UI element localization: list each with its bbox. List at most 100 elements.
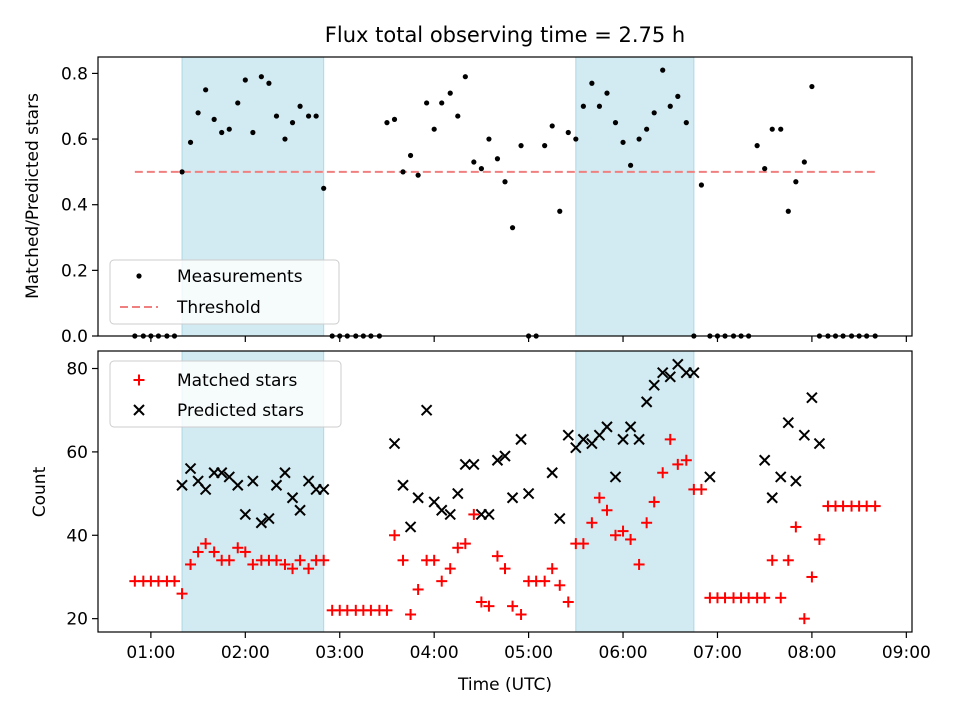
measurement-point xyxy=(762,166,768,172)
matched-star-point xyxy=(617,525,629,537)
measurement-point xyxy=(620,139,626,145)
measurement-point xyxy=(542,143,548,149)
x-tick-label: 07:00 xyxy=(693,643,742,663)
matched-star-point xyxy=(381,604,393,616)
predicted-star-point xyxy=(813,437,826,450)
matched-star-point xyxy=(491,550,503,562)
predicted-star-point xyxy=(412,492,424,504)
measurement-point xyxy=(431,126,437,132)
matched-star-point xyxy=(405,608,417,620)
matched-star-point xyxy=(609,529,621,541)
predicted-star-point xyxy=(215,467,228,479)
measurement-point xyxy=(778,126,784,132)
predicted-star-point xyxy=(790,475,802,487)
matched-star-point xyxy=(303,563,315,575)
x-tick-label: 09:00 xyxy=(882,643,931,663)
matched-star-point xyxy=(775,592,787,604)
matched-star-point xyxy=(790,521,802,533)
predicted-star-point xyxy=(515,433,527,446)
matched-star-point xyxy=(586,517,598,529)
counts-plot-frame xyxy=(97,350,913,633)
matched-star-point xyxy=(499,563,511,575)
matched-star-point xyxy=(176,588,188,600)
measurement-point xyxy=(447,90,453,96)
measurement-point xyxy=(494,156,501,162)
matched-star-point xyxy=(389,529,401,541)
measurement-point xyxy=(636,136,642,142)
y-tick-label: 0.0 xyxy=(61,327,88,347)
matched-star-point xyxy=(232,542,244,554)
y-tick-label: 40 xyxy=(66,526,88,546)
predicted-star-point xyxy=(468,458,480,471)
matched-star-point xyxy=(869,500,881,512)
measurement-point xyxy=(557,208,563,214)
y-tick-label: 0.6 xyxy=(61,130,88,150)
matched-star-point xyxy=(625,533,637,545)
matched-star-point xyxy=(782,554,794,566)
measurement-point xyxy=(282,136,288,142)
matched-star-point xyxy=(806,571,818,583)
ratio-legend-box xyxy=(109,259,340,325)
counts-legend-box xyxy=(109,360,342,428)
matched-star-point xyxy=(459,538,471,550)
measurement-point xyxy=(769,126,775,132)
matched-star-point xyxy=(468,508,480,520)
predicted-star-point xyxy=(624,421,637,433)
measurement-point xyxy=(589,80,595,86)
predicted-star-point xyxy=(491,454,504,466)
measurement-point xyxy=(793,179,799,185)
matched-star-point xyxy=(294,554,306,566)
predicted-star-point xyxy=(609,471,622,483)
measurement-point xyxy=(305,113,312,119)
matched-star-point xyxy=(185,558,197,570)
x-tick-label: 08:00 xyxy=(787,643,836,663)
matched-star-point xyxy=(798,613,810,625)
matched-star-point xyxy=(515,608,527,620)
measurement-point xyxy=(384,120,390,126)
matched-star-point xyxy=(759,592,771,604)
measurement-point xyxy=(627,162,634,168)
measurement-point xyxy=(596,103,603,109)
predicted-star-point xyxy=(656,366,669,379)
measurement-point xyxy=(486,136,492,142)
x-tick-label: 06:00 xyxy=(599,643,648,663)
measurement-point xyxy=(612,120,619,126)
measurement-point xyxy=(809,83,815,90)
measurement-point xyxy=(211,116,217,122)
predicted-star-point xyxy=(617,433,629,446)
predicted-star-point xyxy=(279,467,291,479)
measurement-point xyxy=(604,90,610,96)
measurement-point xyxy=(580,103,586,109)
measurement-point xyxy=(321,185,327,191)
measurement-point xyxy=(400,169,406,175)
matched-star-point xyxy=(554,579,566,591)
matched-star-point xyxy=(287,563,299,575)
measurement-point xyxy=(785,208,791,214)
measurement-point xyxy=(651,110,657,116)
chart-title: Flux total observing time = 2.75 h xyxy=(325,23,685,47)
predicted-star-point xyxy=(452,487,464,500)
matched-star-point xyxy=(168,575,180,587)
matched-star-point xyxy=(664,433,676,445)
measurement-point xyxy=(573,136,579,142)
predicted-star-point xyxy=(546,467,558,479)
measurement-point xyxy=(250,129,256,136)
predicted-star-point xyxy=(404,521,417,533)
predicted-star-point xyxy=(176,479,188,491)
predicted-star-point xyxy=(806,391,818,404)
predicted-star-point xyxy=(601,421,613,433)
ratio-y-axis-ticks: 0.0 0.2 0.4 0.6 0.8 xyxy=(61,64,98,347)
measurement-point xyxy=(289,120,296,126)
legend-threshold-label: Threshold xyxy=(176,298,261,318)
predicted-star-point xyxy=(506,492,519,504)
x-tick-label: 02:00 xyxy=(221,643,270,663)
matched-star-point xyxy=(436,575,448,587)
measurement-point xyxy=(509,225,516,231)
measurement-point xyxy=(518,143,524,149)
measurement-point xyxy=(203,87,209,93)
ratio-legend: Measurements Threshold xyxy=(109,259,340,325)
measurement-point xyxy=(439,100,445,106)
matched-star-point xyxy=(318,554,330,566)
